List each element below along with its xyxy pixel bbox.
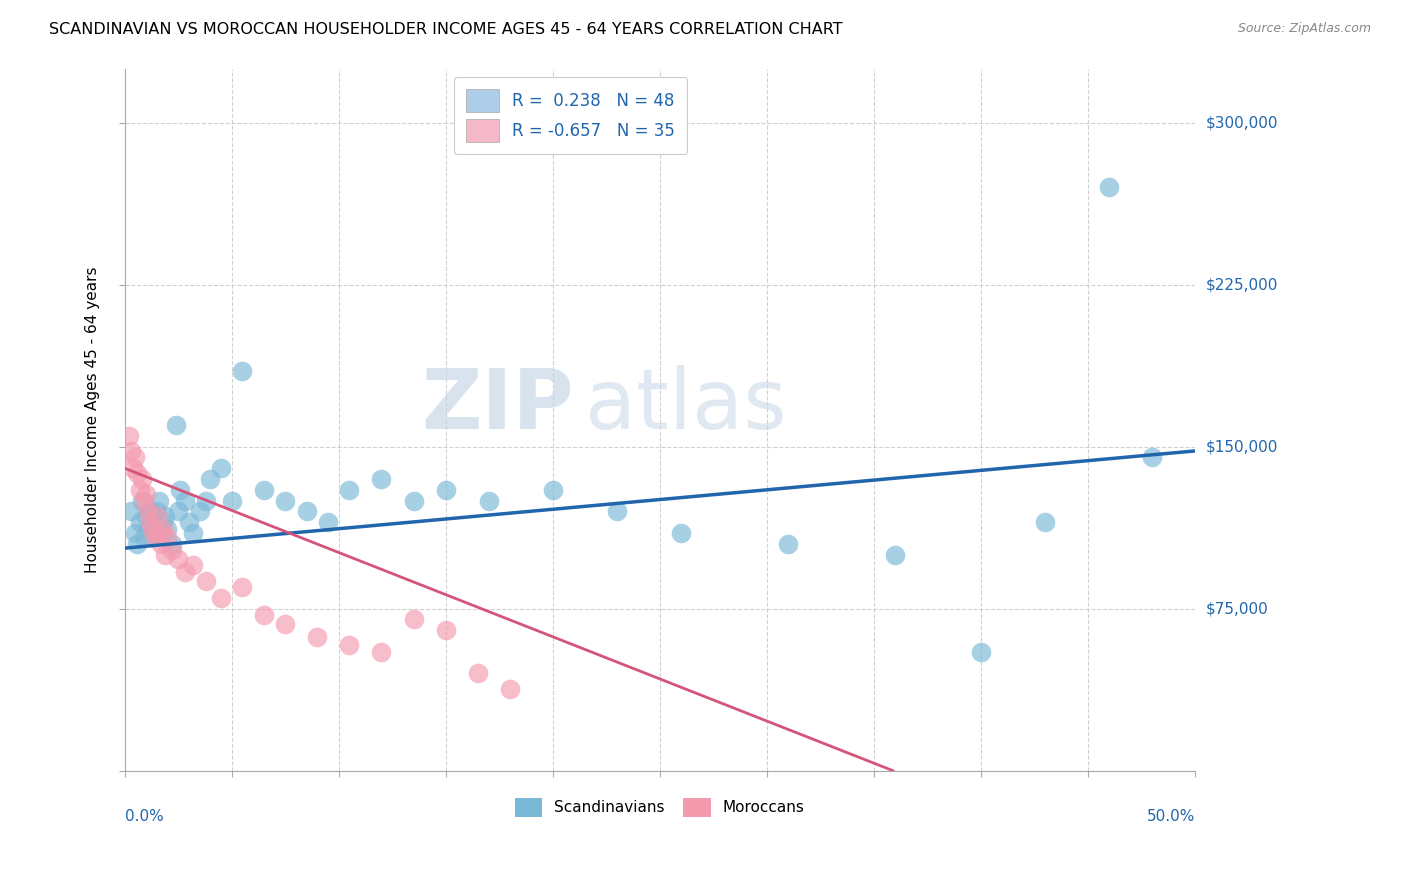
Point [402,493,425,508]
Point [143,530,166,544]
Point [155,548,177,562]
Text: atlas: atlas [585,365,786,446]
Point [467,666,489,681]
Point [307,630,329,644]
Point [778,537,800,551]
Point [139,515,162,529]
Point [132,530,155,544]
Point [141,515,163,529]
Point [152,522,174,536]
Point [128,515,150,529]
Point [156,530,179,544]
Point [143,530,166,544]
Point [131,472,153,486]
Point [188,504,211,518]
Point [337,639,360,653]
Point [131,493,153,508]
Point [173,565,195,579]
Text: ZIP: ZIP [422,365,574,446]
Point [209,591,232,605]
Text: $300,000: $300,000 [1206,115,1278,130]
Point [402,612,425,626]
Point [141,522,163,536]
Point [124,526,146,541]
Point [122,461,145,475]
Point [150,526,173,541]
Point [884,548,907,562]
Text: SCANDINAVIAN VS MOROCCAN HOUSEHOLDER INCOME AGES 45 - 64 YEARS CORRELATION CHART: SCANDINAVIAN VS MOROCCAN HOUSEHOLDER INC… [49,22,842,37]
Text: 0.0%: 0.0% [125,809,163,824]
Point [181,526,204,541]
Point [1098,180,1121,194]
Point [148,526,170,541]
Point [148,493,170,508]
Point [337,483,360,497]
Point [127,466,149,480]
Point [370,472,392,486]
Point [231,580,253,594]
Point [118,429,141,443]
Point [127,537,149,551]
Point [132,493,155,508]
Point [194,574,217,588]
Point [221,493,243,508]
Point [434,624,457,638]
Point [167,504,190,518]
Text: $225,000: $225,000 [1206,277,1278,292]
Legend: Scandinavians, Moroccans: Scandinavians, Moroccans [509,792,811,822]
Point [169,483,191,497]
Point [139,504,162,518]
Point [477,493,499,508]
Point [160,537,183,551]
Y-axis label: Householder Income Ages 45 - 64 years: Householder Income Ages 45 - 64 years [86,267,100,573]
Point [120,444,142,458]
Point [1140,450,1163,465]
Point [181,558,204,573]
Point [970,645,993,659]
Point [145,508,167,523]
Point [274,616,297,631]
Point [152,515,174,529]
Point [167,552,190,566]
Point [1033,515,1056,529]
Point [165,417,187,432]
Text: $150,000: $150,000 [1206,439,1278,454]
Point [136,504,159,518]
Text: $75,000: $75,000 [1206,601,1268,616]
Point [136,522,159,536]
Point [120,504,142,518]
Point [128,483,150,497]
Point [274,493,297,508]
Point [434,483,457,497]
Point [370,645,392,659]
Point [124,450,146,465]
Point [150,537,173,551]
Point [541,483,564,497]
Point [231,364,253,378]
Point [155,508,177,523]
Point [177,515,200,529]
Point [156,522,179,536]
Point [173,493,195,508]
Point [295,504,318,518]
Point [135,508,157,523]
Point [145,504,167,518]
Point [209,461,232,475]
Point [669,526,692,541]
Point [135,487,157,501]
Point [160,543,183,558]
Point [200,472,222,486]
Text: Source: ZipAtlas.com: Source: ZipAtlas.com [1237,22,1371,36]
Point [253,608,276,623]
Point [606,504,628,518]
Point [499,681,522,696]
Point [253,483,276,497]
Point [316,515,339,529]
Point [194,493,217,508]
Text: 50.0%: 50.0% [1146,809,1195,824]
